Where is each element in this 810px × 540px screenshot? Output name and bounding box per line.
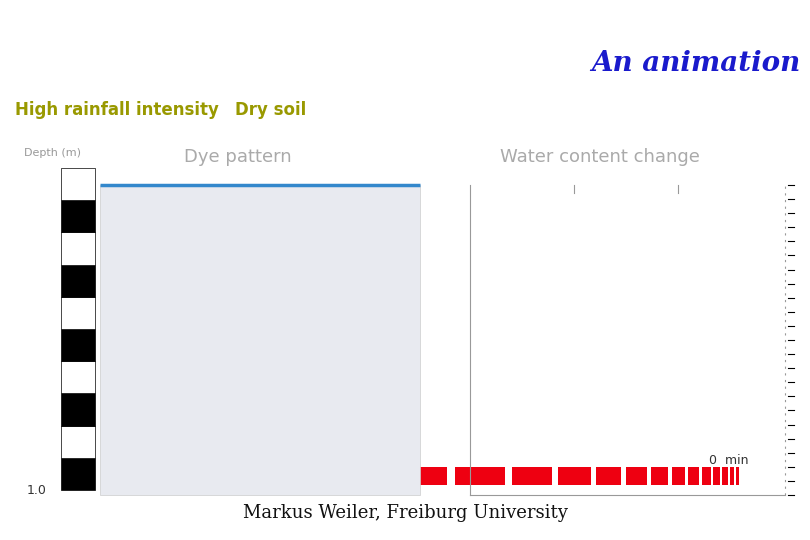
Bar [61, 265, 95, 297]
Bar [61, 297, 95, 329]
Bar [61, 232, 95, 265]
Bar [383, 467, 447, 485]
Bar [672, 467, 685, 485]
Bar [61, 394, 95, 426]
Bar [61, 458, 95, 490]
Bar [558, 467, 591, 485]
Text: An animation: An animation [590, 50, 800, 77]
Bar [455, 467, 505, 485]
Text: Dye pattern: Dye pattern [184, 148, 292, 166]
Text: Water content change: Water content change [500, 148, 700, 166]
Bar [61, 426, 95, 458]
Text: 0  min: 0 min [709, 454, 748, 467]
Bar [651, 467, 668, 485]
Bar [722, 467, 728, 485]
Bar [61, 200, 95, 232]
Bar [596, 467, 621, 485]
Bar [730, 467, 734, 485]
Bar [512, 467, 552, 485]
Bar [688, 467, 699, 485]
Text: 1.0: 1.0 [27, 483, 47, 496]
Bar [293, 467, 375, 485]
Text: Dry soil: Dry soil [235, 101, 306, 119]
Text: Markus Weiler, Freiburg University: Markus Weiler, Freiburg University [242, 504, 568, 522]
Bar [736, 467, 739, 485]
Bar [61, 329, 95, 361]
Bar [61, 361, 95, 394]
Bar [702, 467, 711, 485]
Bar [713, 467, 720, 485]
Bar [100, 185, 420, 495]
Text: High rainfall intensity: High rainfall intensity [15, 101, 219, 119]
Bar [626, 467, 647, 485]
Text: Depth (m): Depth (m) [23, 148, 80, 158]
Bar [61, 168, 95, 200]
